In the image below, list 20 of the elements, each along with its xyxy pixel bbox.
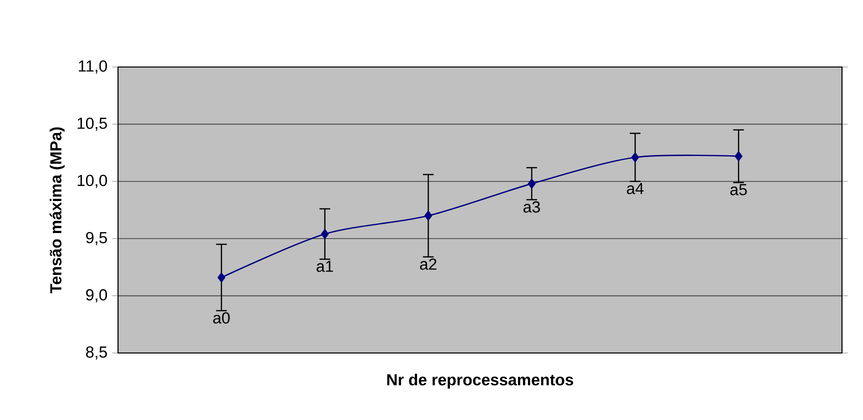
- data-label: a3: [523, 201, 540, 213]
- y-tick-label: 8,5: [86, 346, 107, 360]
- point: [734, 151, 742, 162]
- point: [424, 210, 432, 221]
- data-label: a4: [626, 183, 644, 194]
- y-tick-label: 10,5: [78, 118, 107, 131]
- y-tick-label: 9,5: [86, 232, 107, 246]
- y-tick-label: 11,0: [78, 60, 107, 74]
- point: [320, 229, 329, 239]
- data-label: a0: [213, 312, 230, 324]
- data-label: a1: [316, 260, 333, 272]
- data-label: a2: [420, 258, 436, 270]
- point: [631, 152, 640, 162]
- x-axis-title: Nr de reprocessamentos: [387, 374, 574, 389]
- y-tick-label: 10,0: [78, 174, 107, 188]
- y-axis-title: Tensão máxima (MPa): [50, 127, 65, 294]
- y-tick-label: 9,0: [86, 289, 107, 302]
- point: [528, 178, 536, 189]
- data-label: a5: [730, 184, 747, 196]
- point: [218, 272, 226, 282]
